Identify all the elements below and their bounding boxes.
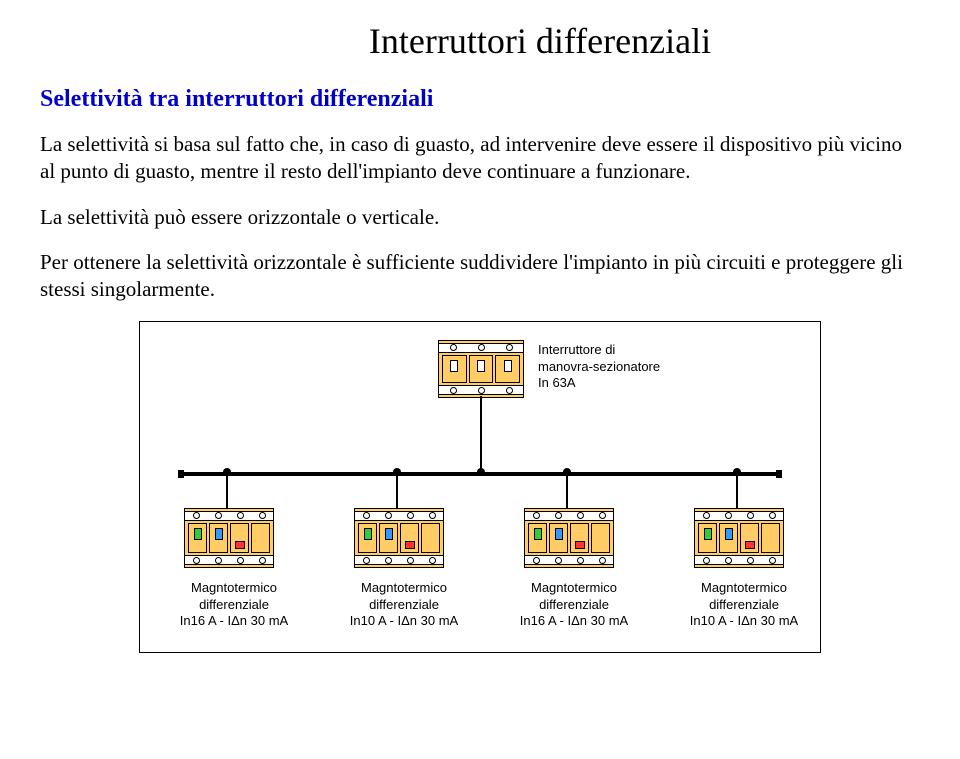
wire-drop-3: [566, 472, 568, 510]
main-breaker-label: Interruttore di manovra-sezionatore In 6…: [538, 342, 718, 391]
paragraph-2: La selettività può essere orizzontale o …: [40, 204, 920, 231]
sub1-l2: differenziale: [154, 597, 314, 613]
wire-drop-2: [396, 472, 398, 510]
sub4-l2: differenziale: [664, 597, 824, 613]
sub2-l1: Magntotermico: [324, 580, 484, 596]
sub4-l3: In10 A - IΔn 30 mA: [664, 613, 824, 629]
sub-breaker-1-label: Magntotermico differenziale In16 A - IΔn…: [154, 580, 314, 629]
main-label-l3: In 63A: [538, 375, 718, 391]
wire-drop-4: [736, 472, 738, 510]
sub1-l1: Magntotermico: [154, 580, 314, 596]
sub-breaker-1: [184, 508, 274, 568]
sub2-l2: differenziale: [324, 597, 484, 613]
sub3-l3: In16 A - IΔn 30 mA: [494, 613, 654, 629]
paragraph-1: La selettività si basa sul fatto che, in…: [40, 131, 920, 186]
sub4-l1: Magntotermico: [664, 580, 824, 596]
wire-drop-1: [226, 472, 228, 510]
sub2-l3: In10 A - IΔn 30 mA: [324, 613, 484, 629]
wire-main-drop: [480, 396, 482, 472]
sub-breaker-3-label: Magntotermico differenziale In16 A - IΔn…: [494, 580, 654, 629]
sub3-l1: Magntotermico: [494, 580, 654, 596]
circuit-diagram: Interruttore di manovra-sezionatore In 6…: [139, 321, 821, 653]
sub1-l3: In16 A - IΔn 30 mA: [154, 613, 314, 629]
main-breaker: [438, 340, 524, 398]
sub-breaker-3: [524, 508, 614, 568]
sub-breaker-4-label: Magntotermico differenziale In10 A - IΔn…: [664, 580, 824, 629]
sub-breaker-2-label: Magntotermico differenziale In10 A - IΔn…: [324, 580, 484, 629]
page-title: Interruttori differenziali: [160, 20, 920, 62]
paragraph-3: Per ottenere la selettività orizzontale …: [40, 249, 920, 304]
sub3-l2: differenziale: [494, 597, 654, 613]
main-label-l1: Interruttore di: [538, 342, 718, 358]
sub-breaker-4: [694, 508, 784, 568]
sub-breaker-2: [354, 508, 444, 568]
subtitle: Selettività tra interruttori differenzia…: [40, 86, 920, 113]
main-label-l2: manovra-sezionatore: [538, 359, 718, 375]
